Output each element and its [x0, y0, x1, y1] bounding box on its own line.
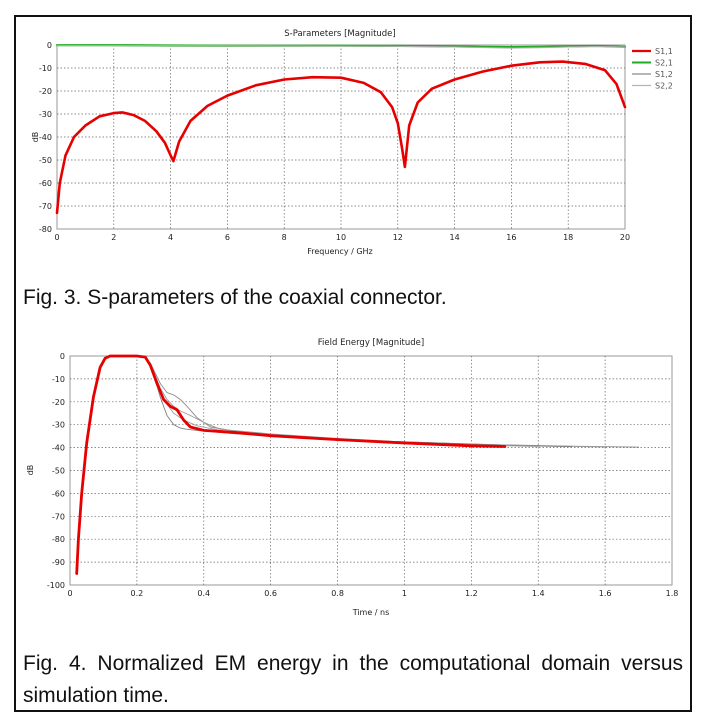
- s-parameters-chart: 0 2 4 6 8 10 12 14 16 18 20 0 -10 -20 -30 -40 -50 -60 -70…: [31, 29, 673, 256]
- y-axis-label: dB: [26, 465, 35, 476]
- y-tick-label: -30: [52, 421, 65, 430]
- series-line-s1-1: [55, 60, 627, 215]
- chart-title: S-Parameters [Magnitude]: [284, 29, 395, 39]
- x-tick-label: 12: [393, 233, 403, 242]
- y-tick-label: 0: [60, 352, 65, 361]
- y-tick-label: -20: [52, 398, 65, 407]
- y-tick-label: -80: [52, 535, 65, 544]
- series-line-s2-2: [56, 45, 626, 49]
- x-tick-label: 1.6: [599, 589, 612, 598]
- y-tick-label: -70: [52, 512, 65, 521]
- legend-label: S1,1: [655, 47, 673, 56]
- y-tick-label: -50: [39, 156, 52, 165]
- x-tick-label: 2: [111, 233, 116, 242]
- x-tick-label: 10: [336, 233, 346, 242]
- legend-label: S2,2: [655, 82, 673, 91]
- x-tick-label: 1.8: [666, 589, 679, 598]
- x-tick-label: 14: [450, 233, 460, 242]
- y-tick-label: -10: [52, 375, 65, 384]
- x-tick-label: 0: [54, 233, 59, 242]
- x-tick-label: 0.8: [331, 589, 344, 598]
- x-tick-label: 16: [506, 233, 516, 242]
- legend: S1,1 S2,1 S1,2 S2,2: [632, 47, 673, 91]
- x-tick-label: 1: [402, 589, 407, 598]
- field-energy-chart: 0 0.2 0.4 0.6 0.8 1 1.2 1.4 1.6 1.8 0 -10 -20 -30 -40…: [26, 338, 678, 617]
- x-tick-label: 0.6: [264, 589, 277, 598]
- legend-label: S1,2: [655, 70, 673, 79]
- x-tick-label: 0: [67, 589, 72, 598]
- x-tick-label: 1.4: [532, 589, 545, 598]
- x-tick-label: 4: [168, 233, 173, 242]
- figure-3-caption: Fig. 3. S-parameters of the coaxial conn…: [23, 286, 447, 309]
- y-tick-label: -10: [39, 64, 52, 73]
- y-tick-label: -80: [39, 225, 52, 234]
- y-tick-label: -20: [39, 87, 52, 96]
- y-tick-label: -40: [52, 444, 65, 453]
- y-tick-label: -100: [47, 581, 65, 590]
- x-tick-label: 0.4: [197, 589, 210, 598]
- y-tick-label: -70: [39, 202, 52, 211]
- x-axis-label: Time / ns: [352, 608, 390, 617]
- series-line-main: [75, 354, 507, 575]
- y-tick-label: -60: [52, 489, 65, 498]
- y-tick-label: -40: [39, 133, 52, 142]
- x-axis-label: Frequency / GHz: [307, 247, 373, 256]
- x-tick-label: 1.2: [465, 589, 478, 598]
- x-tick-label: 6: [225, 233, 230, 242]
- x-tick-label: 18: [563, 233, 573, 242]
- y-tick-label: 0: [47, 41, 52, 50]
- x-tick-label: 0.2: [131, 589, 144, 598]
- y-tick-label: -30: [39, 110, 52, 119]
- y-tick-label: -90: [52, 558, 65, 567]
- x-tick-label: 8: [282, 233, 287, 242]
- figure-4-caption: Fig. 4. Normalized EM energy in the comp…: [23, 652, 683, 707]
- y-axis-label: dB: [31, 132, 40, 143]
- x-tick-label: 20: [620, 233, 630, 242]
- y-tick-label: -50: [52, 467, 65, 476]
- y-tick-label: -60: [39, 179, 52, 188]
- chart-title: Field Energy [Magnitude]: [318, 338, 424, 348]
- legend-label: S2,1: [655, 59, 673, 68]
